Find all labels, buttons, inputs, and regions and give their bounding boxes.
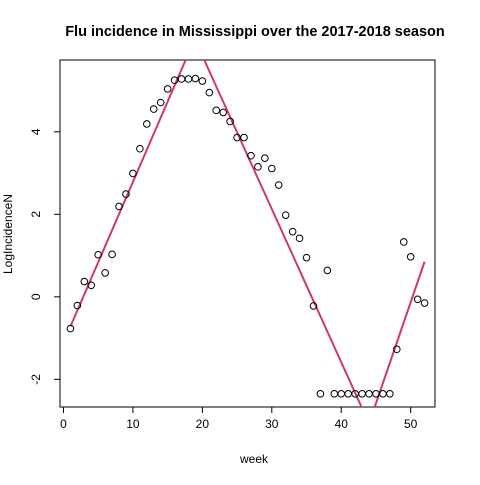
y-tick-label: 4 — [29, 128, 43, 135]
data-point — [254, 163, 262, 171]
data-point — [177, 75, 186, 83]
data-point — [212, 106, 221, 115]
data-point — [295, 234, 304, 243]
data-point — [268, 164, 276, 173]
data-point — [80, 277, 89, 286]
data-point — [170, 76, 179, 85]
data-point — [281, 211, 290, 219]
x-tick-label: 20 — [196, 417, 210, 431]
data-point — [198, 77, 207, 85]
x-tick-label: 40 — [335, 417, 349, 431]
data-point — [386, 390, 394, 398]
data-point — [184, 75, 193, 83]
data-point — [143, 120, 151, 128]
data-point — [344, 390, 352, 398]
data-point — [122, 190, 130, 198]
data-point — [413, 295, 422, 304]
data-point — [73, 301, 82, 310]
data-point — [136, 144, 144, 153]
x-axis-label: week — [239, 452, 269, 466]
fit-line-layer — [69, 60, 426, 407]
data-point — [399, 238, 408, 246]
data-point — [87, 281, 96, 290]
data-point — [420, 299, 429, 307]
data-point — [129, 169, 137, 178]
data-point — [323, 266, 332, 275]
data-point — [191, 74, 200, 83]
data-point — [219, 108, 227, 117]
data-point — [115, 202, 123, 211]
data-point — [156, 98, 165, 107]
data-point — [247, 151, 255, 160]
data-point — [288, 227, 297, 236]
data-point — [358, 390, 366, 398]
data-point — [240, 133, 248, 142]
y-axis-label: LogIncidenceN — [1, 194, 15, 274]
data-point — [330, 390, 339, 398]
y-tick-label: 0 — [29, 293, 43, 300]
data-point — [316, 390, 325, 398]
data-point — [393, 345, 401, 354]
x-tick-label: 50 — [404, 417, 418, 431]
data-point — [337, 390, 346, 398]
data-point — [163, 85, 172, 93]
data-point — [406, 253, 415, 261]
plot-frame — [59, 59, 436, 408]
x-tick-label: 30 — [265, 417, 279, 431]
data-point — [309, 302, 318, 310]
points-layer — [66, 74, 429, 398]
chart-title: Flu incidence in Mississippi over the 20… — [65, 24, 445, 40]
fit-line — [69, 60, 426, 407]
data-point — [94, 250, 102, 259]
data-point — [261, 154, 269, 162]
x-tick-label: 0 — [60, 417, 67, 431]
data-point — [365, 390, 373, 398]
data-point — [66, 324, 75, 333]
x-tick-label: 10 — [126, 417, 140, 431]
data-point — [149, 105, 158, 113]
data-point — [108, 250, 116, 259]
y-tick-label: 2 — [29, 211, 43, 218]
y-axis: -2 0 2 4 — [29, 128, 61, 385]
data-point — [226, 117, 234, 126]
data-point — [274, 181, 283, 189]
x-axis: 0 10 20 30 40 50 — [60, 406, 418, 431]
data-point — [379, 390, 387, 398]
data-point — [302, 253, 311, 262]
y-tick-label: -2 — [29, 374, 43, 385]
data-point — [101, 269, 109, 277]
data-point — [205, 88, 214, 97]
